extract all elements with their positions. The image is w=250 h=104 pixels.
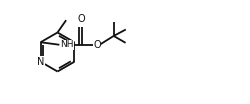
Text: O: O	[77, 14, 85, 24]
Text: O: O	[93, 40, 101, 50]
Text: NH: NH	[60, 40, 74, 49]
Text: N: N	[37, 57, 44, 67]
